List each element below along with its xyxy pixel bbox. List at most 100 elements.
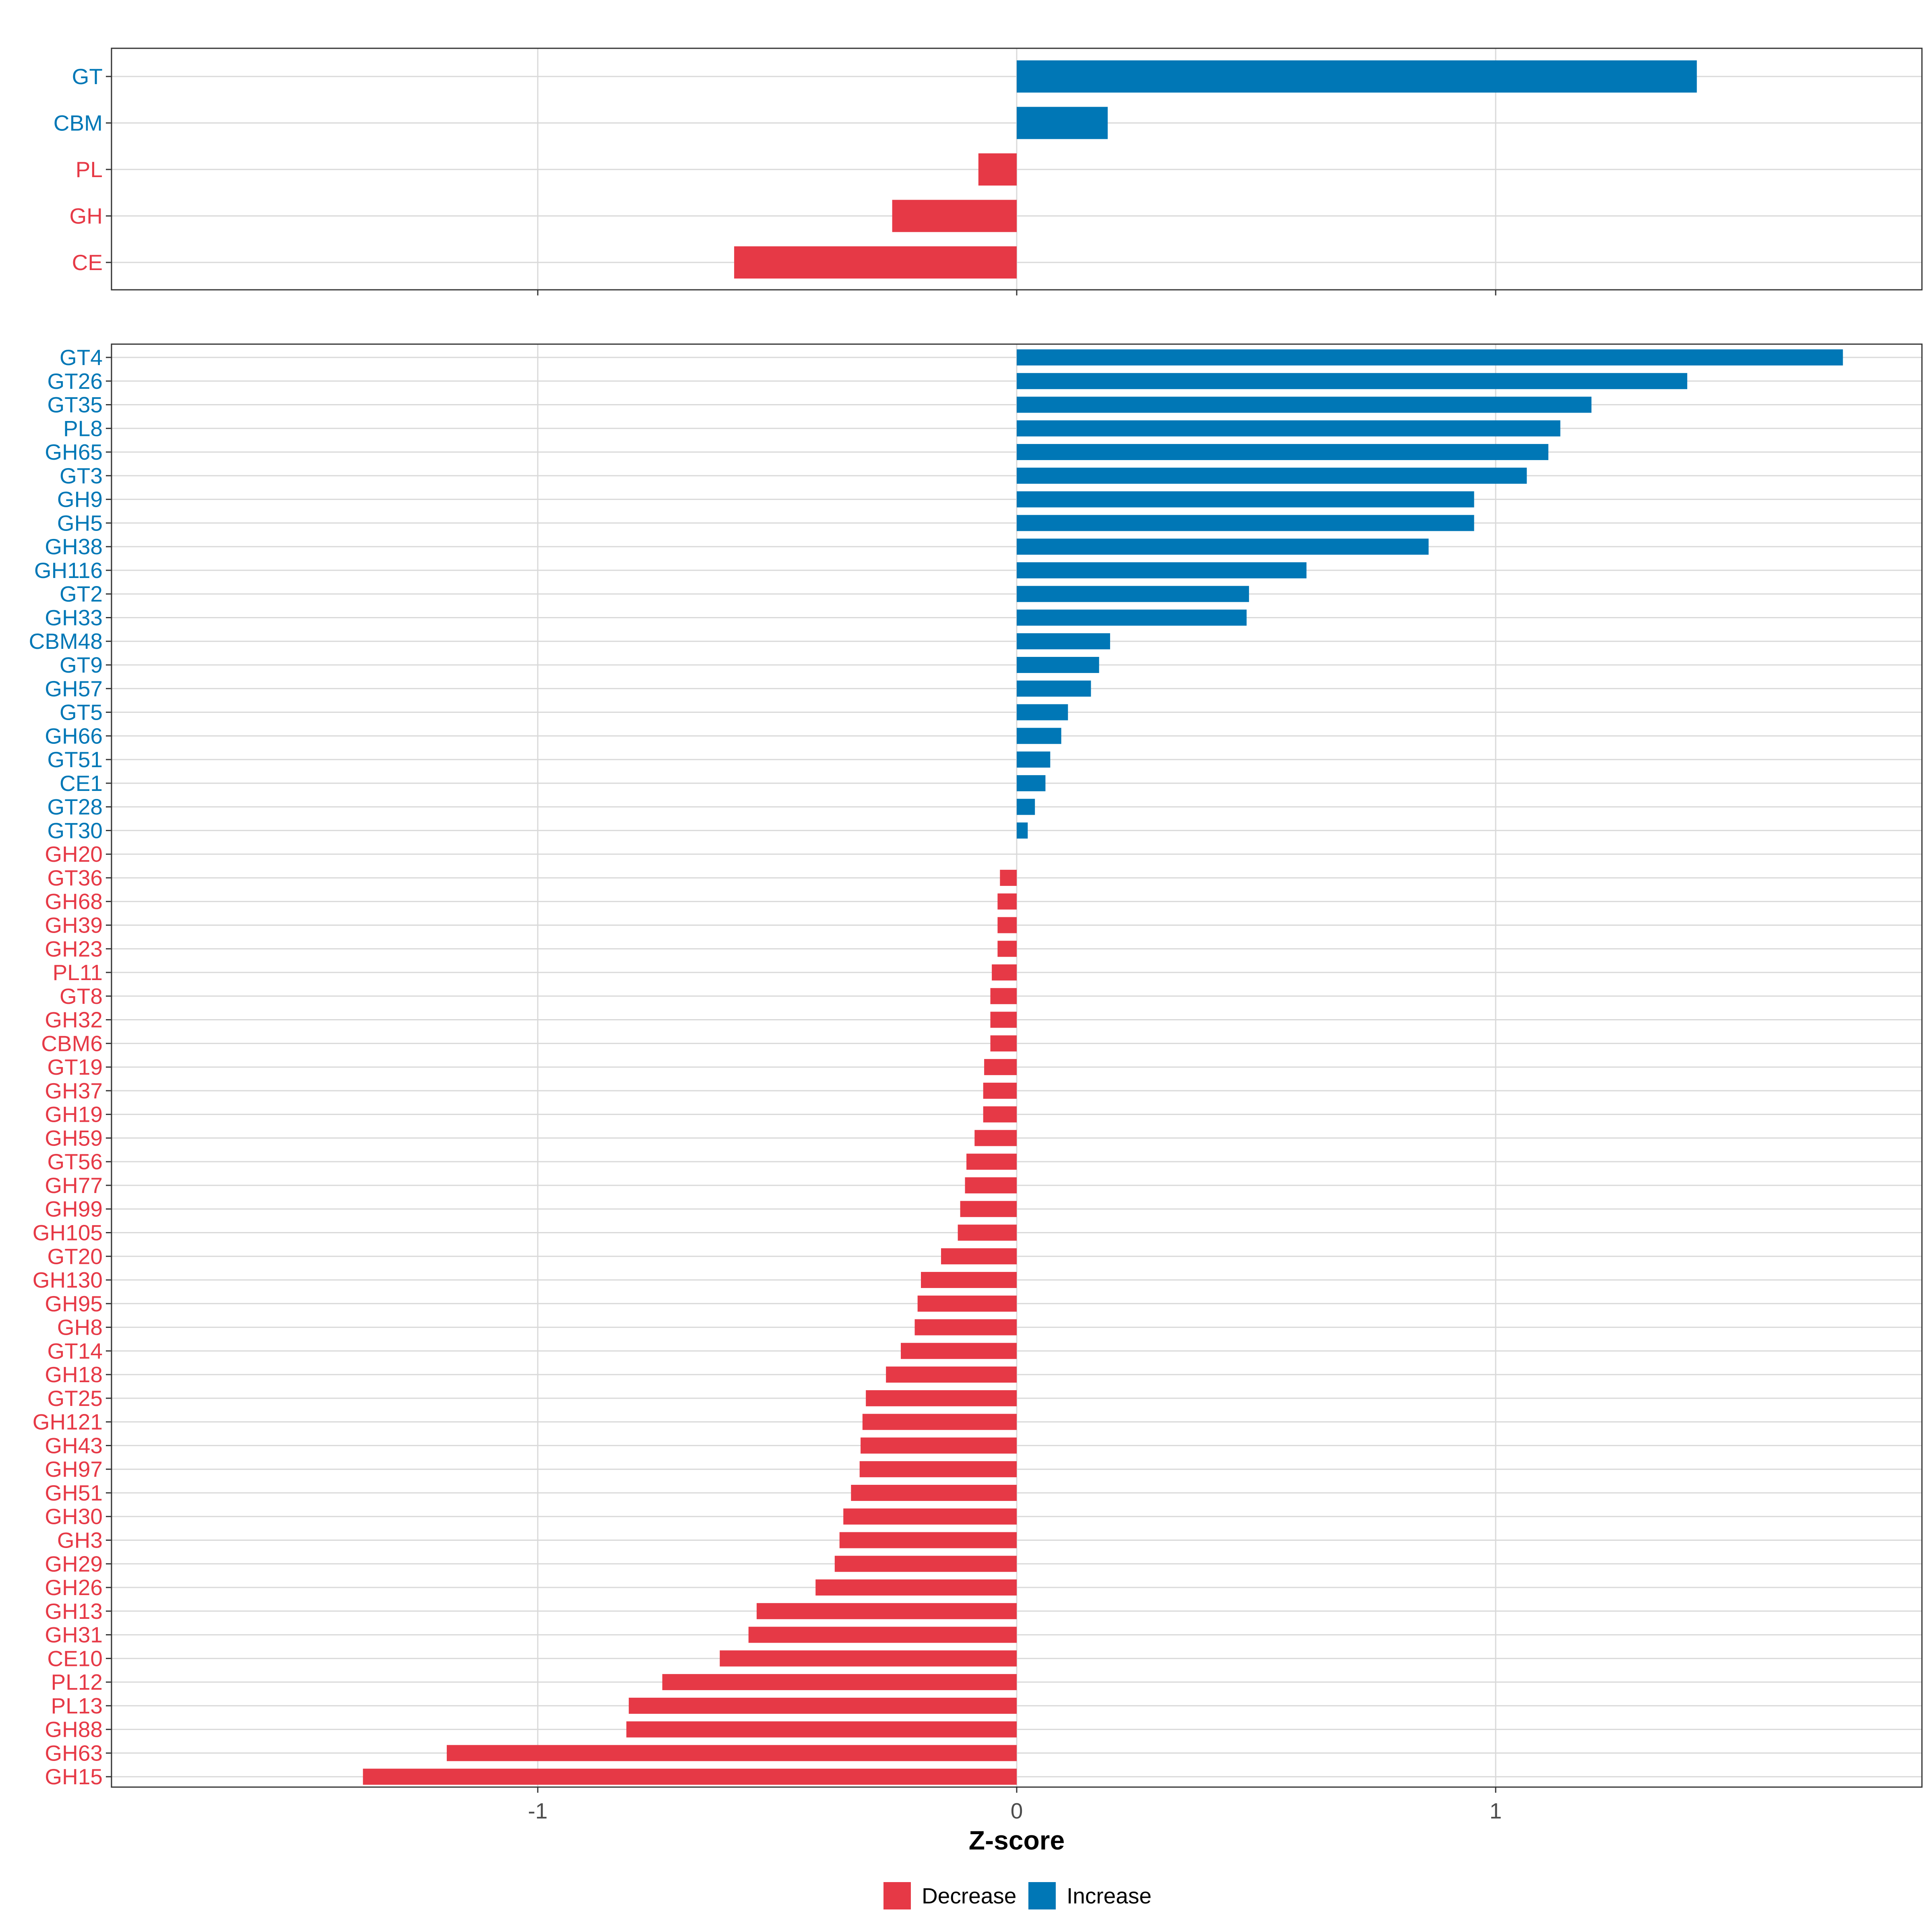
panel-bottom-category-label-gh8: GH8 (57, 1315, 103, 1340)
panel-bottom-category-label-pl11: PL11 (53, 960, 103, 985)
panel-bottom-category-label-gh37: GH37 (45, 1078, 103, 1103)
panel-bottom-bar-gh26 (815, 1579, 1017, 1596)
panel-bottom-category-label-gt51: GT51 (47, 747, 103, 772)
panel-bottom-category-label-gt2: GT2 (60, 582, 103, 607)
panel-bottom-category-label-gh33: GH33 (45, 605, 103, 630)
panel-bottom-bar-gh15 (363, 1769, 1017, 1785)
panel-bottom-bar-cbm48 (1017, 633, 1110, 650)
panel-top-bar-gh (892, 200, 1017, 232)
panel-bottom-bar-gt14 (901, 1343, 1017, 1359)
panel-bottom-category-label-gh57: GH57 (45, 676, 103, 701)
panel-bottom-bar-gh8 (914, 1319, 1017, 1335)
panel-bottom-bar-gh37 (983, 1082, 1017, 1099)
panel-bottom-category-label-gh15: GH15 (45, 1764, 103, 1789)
x-tick-label--1: -1 (528, 1798, 548, 1823)
panel-bottom-category-label-gt30: GT30 (47, 818, 103, 843)
panel-bottom-category-label-gh20: GH20 (45, 842, 103, 867)
legend-label-decrease: Decrease (922, 1883, 1016, 1908)
panel-bottom-category-label-gt56: GT56 (47, 1149, 103, 1174)
panel-top-category-label-cbm: CBM (54, 111, 103, 136)
panel-bottom-bar-gt35 (1017, 396, 1591, 413)
panel-bottom-category-label-gt19: GT19 (47, 1055, 103, 1080)
panel-bottom-category-label-gh65: GH65 (45, 440, 103, 464)
panel-bottom-category-label-cbm6: CBM6 (41, 1031, 103, 1056)
panel-bottom-category-label-gt28: GT28 (47, 795, 103, 819)
panel-bottom-bar-gh65 (1017, 444, 1548, 460)
panel-bottom-bar-gh95 (917, 1295, 1017, 1312)
panel-bottom-bar-gh43 (861, 1437, 1017, 1454)
panel-bottom-bar-gh57 (1017, 680, 1091, 697)
panel-bottom-category-label-gh68: GH68 (45, 889, 103, 914)
panel-bottom-bar-pl8 (1017, 420, 1560, 437)
panel-bottom-category-label-ce10: CE10 (47, 1646, 103, 1671)
panel-bottom-bar-gh38 (1017, 539, 1429, 555)
panel-top-category-label-ce: CE (72, 250, 103, 275)
panel-bottom-bar-gh68 (997, 893, 1017, 910)
panel-bottom-bar-gh18 (886, 1366, 1017, 1383)
panel-bottom-bar-gh121 (862, 1414, 1017, 1430)
legend-swatch-increase (1028, 1882, 1056, 1909)
panel-bottom-category-label-gt36: GT36 (47, 865, 103, 890)
panel-bottom-bar-gh30 (843, 1508, 1017, 1525)
panel-bottom-bar-gh3 (839, 1532, 1017, 1548)
panel-bottom-category-label-gh23: GH23 (45, 936, 103, 961)
panel-bottom-bar-gt25 (866, 1390, 1017, 1406)
panel-bottom-bar-ce10 (720, 1650, 1017, 1667)
panel-bottom-bar-gt26 (1017, 373, 1687, 389)
panel-bottom-category-label-gh9: GH9 (57, 487, 103, 512)
x-axis-title: Z-score (969, 1825, 1065, 1855)
panel-bottom-bar-pl11 (992, 964, 1017, 981)
panel-bottom-category-label-gh51: GH51 (45, 1480, 103, 1505)
panel-bottom-bar-gt56 (966, 1154, 1017, 1170)
panel-bottom-category-label-cbm48: CBM48 (29, 629, 103, 654)
panel-top-bar-pl (978, 153, 1017, 186)
panel-bottom-bar-gh130 (921, 1272, 1017, 1288)
panel-bottom-category-label-gt4: GT4 (60, 345, 103, 370)
panel-bottom-category-label-gt35: GT35 (47, 392, 103, 417)
panel-bottom-bar-gh63 (446, 1745, 1017, 1761)
panel-bottom-category-label-gh13: GH13 (45, 1599, 103, 1624)
legend-label-increase: Increase (1067, 1883, 1152, 1908)
panel-top-bar-ce (734, 246, 1017, 279)
panel-top-category-label-pl: PL (76, 157, 103, 182)
panel-bottom-category-label-gt14: GT14 (47, 1338, 103, 1363)
panel-bottom-category-label-gh77: GH77 (45, 1173, 103, 1198)
panel-bottom-category-label-gh97: GH97 (45, 1457, 103, 1482)
panel-bottom-category-label-gh30: GH30 (45, 1504, 103, 1529)
panel-bottom-category-label-ce1: CE1 (60, 771, 103, 796)
panel-bottom-bar-gh116 (1017, 562, 1307, 578)
panel-bottom-bar-gt8 (990, 988, 1017, 1004)
panel-bottom-bar-gt9 (1017, 657, 1099, 673)
panel-bottom-category-label-gh18: GH18 (45, 1362, 103, 1387)
panel-bottom-bar-gh29 (834, 1556, 1017, 1572)
panel-bottom-bar-gt20 (941, 1248, 1017, 1265)
panel-bottom-category-label-gt20: GT20 (47, 1244, 103, 1269)
panel-bottom-bar-gh31 (748, 1627, 1017, 1643)
panel-bottom-category-label-gh59: GH59 (45, 1125, 103, 1150)
panel-bottom-category-label-gt26: GT26 (47, 369, 103, 394)
panel-bottom-category-label-pl13: PL13 (51, 1693, 103, 1718)
panel-bottom-bar-gh13 (756, 1603, 1017, 1619)
panel-bottom-category-label-gt8: GT8 (60, 984, 103, 1009)
panel-bottom-bar-pl12 (662, 1674, 1017, 1690)
panel-bottom-category-label-pl8: PL8 (63, 416, 103, 441)
panel-bottom-bar-gt36 (1000, 869, 1017, 886)
panel-top-category-label-gt: GT (72, 64, 103, 89)
panel-bottom-category-label-gh43: GH43 (45, 1433, 103, 1458)
panel-bottom-bar-gh88 (626, 1721, 1017, 1738)
panel-bottom-category-label-gh95: GH95 (45, 1291, 103, 1316)
panel-bottom-category-label-gh29: GH29 (45, 1551, 103, 1576)
panel-bottom-category-label-gh121: GH121 (33, 1410, 103, 1435)
panel-bottom-bar-pl13 (629, 1697, 1017, 1714)
panel-bottom-bar-gh77 (965, 1177, 1017, 1193)
panel-bottom-bar-gh32 (990, 1011, 1017, 1028)
panel-bottom-bar-gh9 (1017, 491, 1474, 508)
x-tick-label-1: 1 (1490, 1798, 1502, 1823)
panel-bottom-category-label-gh3: GH3 (57, 1528, 103, 1553)
panel-bottom-bar-gt51 (1017, 751, 1051, 768)
panel-bottom-category-label-gh26: GH26 (45, 1575, 103, 1600)
panel-bottom-category-label-gt5: GT5 (60, 700, 103, 725)
panel-bottom-category-label-gh19: GH19 (45, 1102, 103, 1127)
panel-bottom-category-label-gt3: GT3 (60, 463, 103, 488)
panel-bottom-bar-gh105 (958, 1224, 1017, 1241)
